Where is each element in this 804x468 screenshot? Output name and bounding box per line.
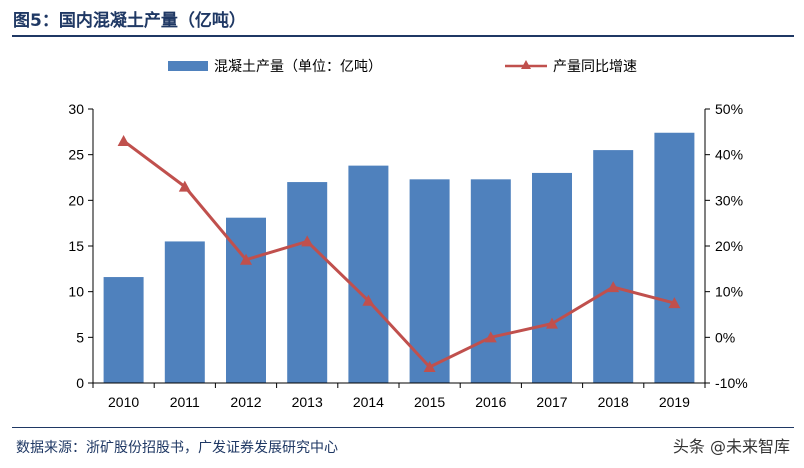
bar-2015 bbox=[409, 179, 450, 383]
right-tick-label: 50% bbox=[715, 101, 743, 117]
growth-point-2011 bbox=[178, 180, 191, 192]
x-tick-label-2017: 2017 bbox=[536, 394, 567, 410]
growth-point-2015 bbox=[423, 361, 436, 373]
bar-2011 bbox=[164, 241, 205, 383]
growth-point-2013 bbox=[301, 235, 314, 247]
x-tick-label-2018: 2018 bbox=[598, 394, 629, 410]
legend-bar-label: 混凝土产量（单位：亿吨） bbox=[214, 59, 382, 75]
right-tick-label: 40% bbox=[715, 147, 743, 163]
x-tick-label-2016: 2016 bbox=[475, 394, 506, 410]
x-tick-label-2012: 2012 bbox=[230, 394, 261, 410]
growth-point-2018 bbox=[607, 281, 620, 293]
x-tick-label-2010: 2010 bbox=[108, 394, 139, 410]
watermark: 头条 @未来智库 bbox=[672, 437, 790, 456]
x-tick-label-2011: 2011 bbox=[170, 394, 200, 410]
growth-point-2012 bbox=[240, 253, 252, 265]
x-tick-label-2014: 2014 bbox=[353, 394, 384, 410]
right-tick-label: 30% bbox=[715, 192, 743, 208]
plot-area: 0 5 10 15 20 25 30 -10% 0% 10% 20% 30% 40% 50% 2010 201… bbox=[68, 101, 747, 410]
legend-line-label: 产量同比增速 bbox=[553, 59, 637, 75]
bar-2016 bbox=[470, 179, 511, 383]
left-tick-label: 10 bbox=[68, 284, 84, 300]
right-tick-label: 10% bbox=[715, 284, 743, 300]
growth-point-2017 bbox=[546, 317, 558, 329]
chart: 混凝土产量（单位：亿吨） 产量同比增速 0 5 10 15 20 25 30 -10% 0% 10… bbox=[68, 59, 747, 410]
bar-2018 bbox=[593, 150, 634, 383]
growth-point-2010 bbox=[117, 134, 130, 146]
left-tick-label: 30 bbox=[68, 101, 84, 117]
footer-divider bbox=[12, 427, 794, 428]
left-tick-label: 25 bbox=[68, 147, 84, 163]
legend-line-marker bbox=[521, 60, 531, 69]
right-tick-label: 0% bbox=[715, 329, 735, 345]
growth-point-2019 bbox=[668, 297, 681, 309]
growth-point-2014 bbox=[362, 294, 375, 306]
x-tick-label-2015: 2015 bbox=[414, 394, 445, 410]
title-divider bbox=[12, 35, 794, 37]
growth-point-2016 bbox=[484, 331, 497, 343]
left-tick-label: 20 bbox=[68, 192, 84, 208]
right-tick-label: 20% bbox=[715, 238, 743, 254]
source-note: 数据来源：浙矿股份招股书，广发证券发展研究中心 bbox=[16, 440, 338, 456]
right-tick-label: -10% bbox=[715, 375, 748, 391]
bar-2014 bbox=[348, 165, 389, 383]
left-tick-label: 15 bbox=[68, 238, 84, 254]
growth-line bbox=[122, 139, 675, 369]
bar-2019 bbox=[654, 132, 695, 383]
left-tick-label: 0 bbox=[76, 375, 84, 391]
figure-title: 图5：国内混凝土产量（亿吨） bbox=[13, 11, 246, 31]
x-tick-label-2019: 2019 bbox=[659, 394, 690, 410]
legend-bar-swatch bbox=[168, 61, 208, 71]
left-tick-label: 5 bbox=[76, 329, 84, 345]
x-tick-label-2013: 2013 bbox=[292, 394, 323, 410]
bar-2017 bbox=[532, 172, 572, 383]
bar-2010 bbox=[103, 277, 144, 383]
bar-2013 bbox=[287, 182, 328, 383]
